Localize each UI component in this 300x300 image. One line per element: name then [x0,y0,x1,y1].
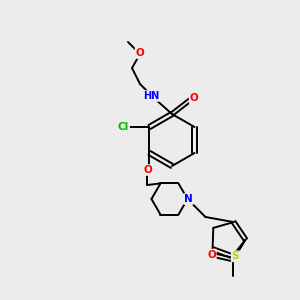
Text: O: O [207,250,216,260]
Text: O: O [190,93,198,103]
Text: Cl: Cl [118,122,129,132]
Text: HN: HN [143,91,159,101]
Text: O: O [143,165,152,175]
Text: N: N [184,194,193,204]
Text: O: O [136,48,144,58]
Text: S: S [232,251,239,261]
